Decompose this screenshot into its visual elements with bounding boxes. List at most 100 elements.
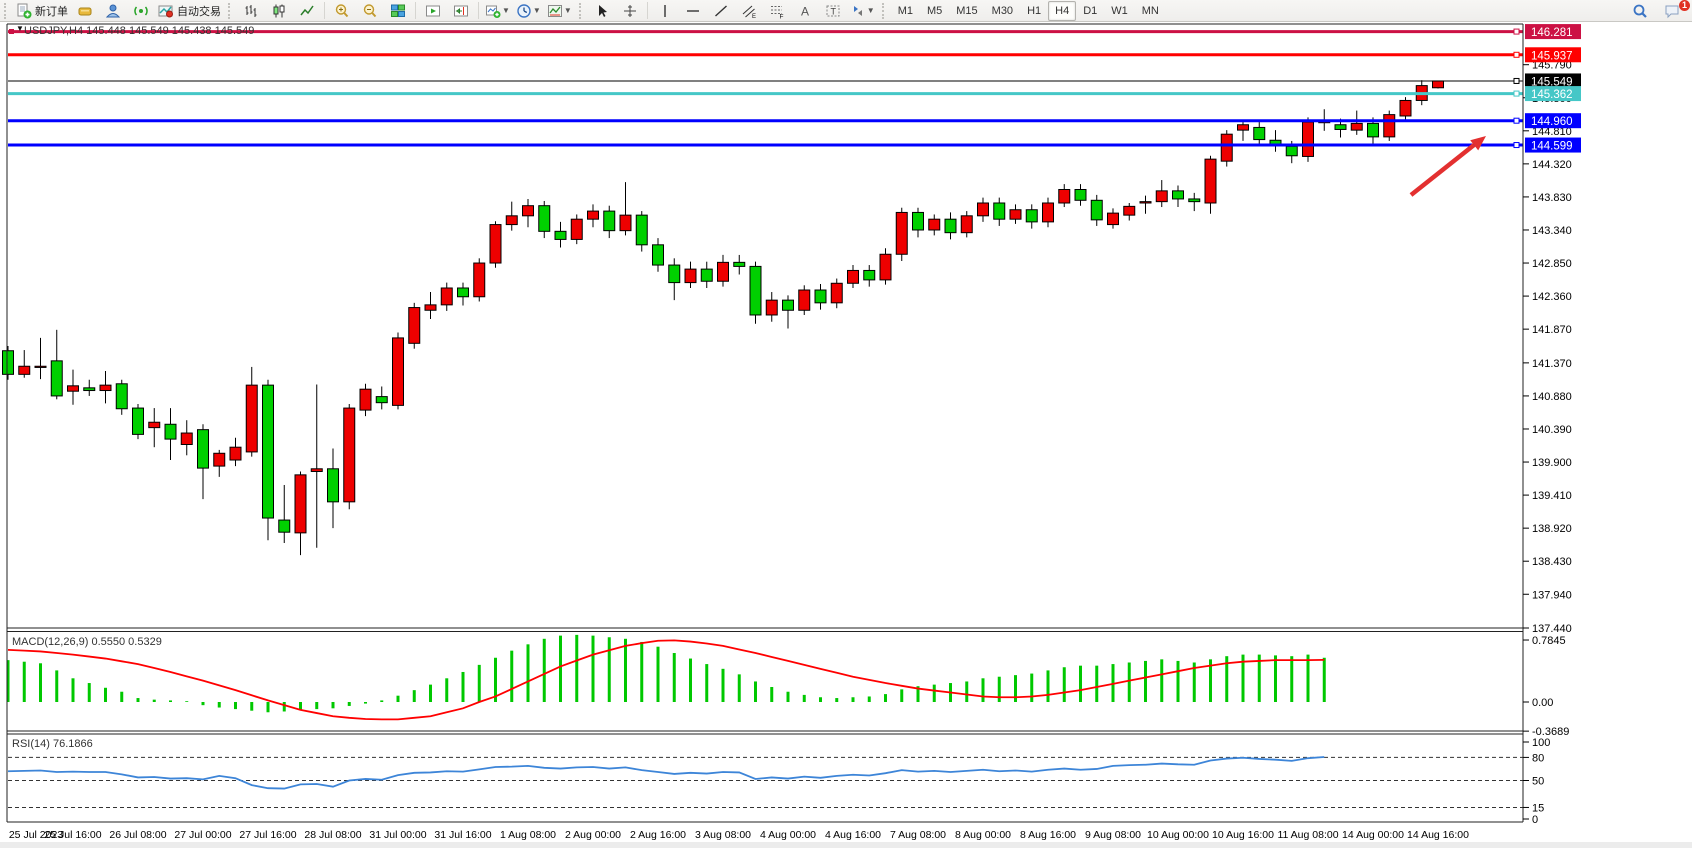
toolbar: 新订单 自动交易 — [0, 0, 1692, 22]
candle — [505, 215, 518, 226]
svg-text:T: T — [830, 6, 836, 16]
periods-button[interactable]: ▼ — [513, 0, 544, 22]
auto-scroll-button[interactable] — [419, 0, 447, 22]
hline-right-handle[interactable] — [1513, 117, 1520, 124]
price-badge-label: 145.549 — [1531, 76, 1573, 88]
date-label: 27 Jul 16:00 — [239, 829, 296, 841]
chat-unread-badge: 1 — [1679, 0, 1690, 11]
metaeditor-button[interactable] — [71, 0, 99, 22]
date-label: 10 Aug 16:00 — [1212, 829, 1274, 841]
mql5-community-button[interactable] — [99, 0, 127, 22]
timeframe-button-w1[interactable]: W1 — [1111, 4, 1128, 17]
autotrading-button[interactable]: 自动交易 — [155, 0, 224, 22]
timeframe-button-h4[interactable]: H4 — [1048, 0, 1077, 21]
candle — [1383, 114, 1396, 138]
chevron-down-icon: ▼ — [563, 6, 572, 15]
search-button[interactable] — [1626, 0, 1654, 22]
candle — [327, 468, 339, 503]
search-icon — [1633, 4, 1647, 18]
candle — [473, 262, 486, 298]
candle — [538, 205, 551, 232]
trendline-button[interactable] — [707, 0, 735, 22]
metaeditor-icon — [78, 7, 92, 15]
label-icon: T — [826, 5, 840, 16]
text-button[interactable]: A — [791, 0, 819, 22]
hline-right-handle[interactable] — [1513, 90, 1520, 97]
rsi-tick-label: 0 — [1532, 814, 1538, 826]
candle — [18, 365, 31, 375]
price-tick-label: 143.340 — [1532, 225, 1572, 237]
timeframe-button-m1[interactable]: M1 — [897, 4, 913, 17]
hline-left-handle[interactable] — [9, 29, 14, 34]
timeframe-button-m30[interactable]: M30 — [991, 4, 1014, 17]
candle — [1090, 199, 1103, 221]
label-button[interactable]: T — [819, 0, 847, 22]
price-tick-label: 137.940 — [1532, 589, 1572, 601]
vertical-line-button[interactable] — [651, 0, 679, 22]
cursor-icon — [598, 4, 607, 17]
hline-right-handle[interactable] — [1513, 77, 1520, 84]
chevron-down-icon: ▼ — [502, 6, 510, 15]
candle — [1253, 126, 1266, 141]
bar-chart-button[interactable] — [237, 0, 265, 22]
zoom-out-button[interactable] — [356, 0, 384, 22]
text-icon: A — [801, 4, 809, 18]
timeframe-button-m15[interactable]: M15 — [956, 4, 978, 17]
candle-chart-button[interactable] — [265, 0, 293, 22]
timeframe-button-m5[interactable]: M5 — [926, 4, 943, 17]
timeframe-button-h1[interactable]: H1 — [1027, 4, 1042, 17]
horizontal-line-icon — [686, 9, 699, 12]
candle — [1237, 124, 1249, 131]
price-badge — [1525, 86, 1581, 102]
horizontal-lines[interactable] — [8, 28, 1523, 149]
toolbar-grip[interactable] — [578, 2, 585, 19]
shapes-button[interactable]: ▼ — [847, 0, 878, 22]
price-axis[interactable]: 145.790145.300144.810144.320143.830143.3… — [1523, 24, 1581, 826]
rsi-indicator-label: RSI(14) 76.1866 — [12, 738, 93, 750]
candles — [2, 80, 1444, 556]
price-badge — [1525, 73, 1581, 89]
hline-right-handle[interactable] — [1513, 51, 1520, 58]
candle — [1155, 190, 1168, 203]
tile-windows-button[interactable] — [384, 0, 412, 22]
channel-button[interactable]: E — [735, 0, 763, 22]
autotrading-icon — [158, 5, 173, 17]
hline-right-handle[interactable] — [1513, 28, 1520, 35]
timeframe-button-d1[interactable]: D1 — [1083, 4, 1098, 17]
date-label: 27 Jul 00:00 — [174, 829, 231, 841]
fibonacci-button[interactable]: F — [763, 0, 791, 22]
cursor-button[interactable] — [588, 0, 616, 22]
price-badge-label: 145.937 — [1531, 50, 1573, 62]
templates-button[interactable]: ▼ — [544, 0, 575, 22]
toolbar-grip[interactable] — [4, 2, 10, 19]
candle — [635, 214, 648, 246]
candle — [863, 269, 876, 281]
chart-canvas[interactable]: 145.790145.300144.810144.320143.830143.3… — [0, 22, 1692, 848]
date-label: 3 Aug 08:00 — [695, 829, 751, 841]
date-label: 26 Jul 08:00 — [109, 829, 166, 841]
signals-button[interactable] — [127, 0, 155, 22]
new-order-icon — [17, 3, 32, 18]
macd-pane — [6, 634, 1326, 721]
horizontal-line-button[interactable] — [679, 0, 707, 22]
chart-title: USDJPY,H4 145.448 145.549 145.438 145.54… — [24, 25, 255, 37]
toolbar-grip[interactable] — [881, 2, 888, 19]
hline-right-handle[interactable] — [1513, 142, 1520, 149]
zoom-in-button[interactable] — [328, 0, 356, 22]
price-tick-label: 142.360 — [1532, 291, 1572, 303]
arrow-annotation[interactable] — [1409, 136, 1486, 197]
line-chart-button[interactable] — [293, 0, 321, 22]
tile-windows-icon — [391, 4, 405, 17]
candle — [213, 452, 226, 467]
indicators-button[interactable]: ▼ — [482, 0, 513, 22]
new-order-button[interactable]: 新订单 — [13, 0, 71, 22]
date-label: 11 Aug 08:00 — [1277, 829, 1338, 841]
chat-button[interactable]: 1 — [1658, 0, 1690, 22]
crosshair-icon — [623, 4, 636, 17]
crosshair-button[interactable] — [616, 0, 644, 22]
timeframe-button-mn[interactable]: MN — [1141, 4, 1159, 17]
toolbar-grip[interactable] — [228, 2, 234, 19]
price-tick-label: 144.810 — [1532, 126, 1572, 138]
chart-shift-button[interactable] — [447, 0, 475, 22]
